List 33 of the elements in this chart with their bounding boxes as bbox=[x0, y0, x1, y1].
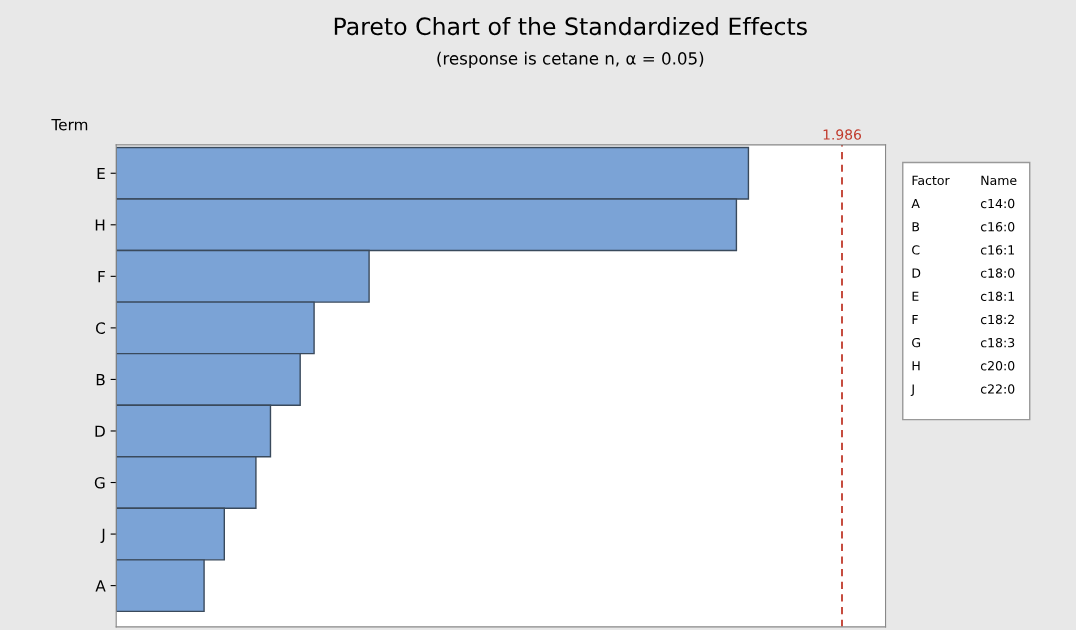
text: c22:0 bbox=[980, 384, 1015, 394]
text: c18:2 bbox=[980, 314, 1014, 325]
y-tick-label: E bbox=[97, 167, 105, 180]
text: c18:0 bbox=[980, 268, 1015, 278]
text: 1.986 bbox=[823, 129, 862, 140]
y-tick-label: D bbox=[95, 425, 105, 437]
text: c14:0 bbox=[980, 198, 1015, 209]
text: c16:0 bbox=[980, 221, 1015, 232]
text: Factor bbox=[912, 175, 950, 186]
text: H bbox=[912, 361, 920, 371]
text: A bbox=[911, 198, 920, 209]
text: c18:3 bbox=[980, 337, 1015, 348]
y-tick-label: B bbox=[96, 374, 105, 386]
y-tick-label: F bbox=[98, 271, 105, 283]
y-tick-label: J bbox=[100, 528, 105, 543]
y-tick-label: G bbox=[94, 476, 105, 489]
text: c18:1 bbox=[980, 291, 1015, 301]
y-axis-title: Term bbox=[51, 119, 88, 131]
text: c16:1 bbox=[980, 245, 1015, 255]
chart-title: Pareto Chart of the Standardized Effects bbox=[334, 16, 807, 36]
chart-subtitle: (response is cetane n, α = 0.05) bbox=[437, 51, 704, 68]
text: D bbox=[912, 268, 921, 278]
text: c20:0 bbox=[980, 361, 1015, 371]
y-tick-label: C bbox=[95, 322, 105, 334]
text: B bbox=[912, 222, 920, 232]
y-tick-label: A bbox=[95, 580, 106, 592]
text: C bbox=[912, 245, 920, 255]
y-tick-label: H bbox=[95, 219, 105, 231]
text: Name bbox=[981, 175, 1017, 186]
text: G bbox=[912, 337, 921, 348]
text: F bbox=[912, 314, 918, 324]
text: J bbox=[910, 384, 914, 397]
text: E bbox=[912, 291, 919, 301]
